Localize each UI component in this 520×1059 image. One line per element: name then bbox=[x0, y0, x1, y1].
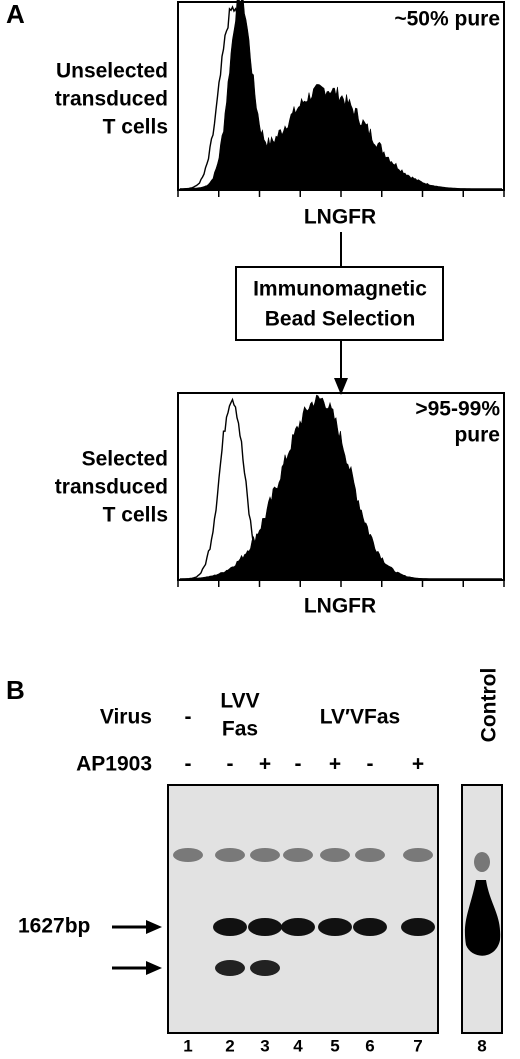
lane-number: 1 bbox=[183, 1036, 192, 1055]
lane-number: 6 bbox=[365, 1036, 374, 1055]
panel-label: B bbox=[6, 675, 25, 705]
histogram bbox=[179, 0, 502, 190]
band bbox=[283, 848, 313, 862]
virus: LV′VFas bbox=[320, 706, 401, 729]
band bbox=[403, 848, 433, 862]
treatment: - bbox=[295, 753, 302, 776]
histogram-fill bbox=[179, 0, 502, 190]
band bbox=[464, 880, 501, 956]
annotation: ~50% pure bbox=[394, 8, 500, 31]
y-label: Unselected bbox=[56, 60, 168, 83]
band bbox=[173, 848, 203, 862]
control-label: Control bbox=[478, 668, 501, 743]
lane-number: 5 bbox=[330, 1036, 339, 1055]
virus: Fas bbox=[222, 718, 258, 741]
row-label: Virus bbox=[100, 706, 152, 729]
band bbox=[474, 852, 490, 872]
x-label: LNGFR bbox=[304, 206, 376, 229]
treatment: + bbox=[412, 753, 424, 776]
y-label: T cells bbox=[103, 116, 168, 139]
y-label: transduced bbox=[55, 88, 168, 111]
y-label: Selected bbox=[82, 448, 168, 471]
band bbox=[353, 918, 387, 936]
gel bbox=[167, 784, 439, 1034]
band bbox=[250, 848, 280, 862]
x-label: LNGFR bbox=[304, 595, 376, 618]
virus: LVV bbox=[220, 690, 259, 713]
arrow-head bbox=[146, 961, 162, 975]
lane-number: 7 bbox=[413, 1036, 422, 1055]
band bbox=[215, 960, 245, 976]
virus: - bbox=[185, 706, 192, 729]
band bbox=[213, 918, 247, 936]
histogram-outline bbox=[180, 397, 502, 580]
band bbox=[248, 918, 282, 936]
treatment: - bbox=[227, 753, 234, 776]
treatment: + bbox=[259, 753, 271, 776]
band bbox=[318, 918, 352, 936]
marker: 1627bp bbox=[18, 915, 90, 938]
band bbox=[320, 848, 350, 862]
lane-number: 2 bbox=[225, 1036, 234, 1055]
selection-box bbox=[235, 266, 444, 341]
histogram bbox=[179, 394, 502, 580]
band bbox=[355, 848, 385, 862]
arrow-head bbox=[334, 378, 348, 395]
box-text: Immunomagnetic bbox=[253, 278, 427, 301]
y-label: transduced bbox=[55, 476, 168, 499]
band bbox=[215, 848, 245, 862]
annotation: >95-99% bbox=[415, 398, 500, 421]
y-label: T cells bbox=[103, 504, 168, 527]
treatment: + bbox=[329, 753, 341, 776]
lane-number: 4 bbox=[293, 1036, 303, 1055]
histogram-outline bbox=[179, 5, 502, 190]
band bbox=[250, 960, 280, 976]
band bbox=[281, 918, 315, 936]
annotation: pure bbox=[454, 424, 500, 447]
lane-number: 8 bbox=[477, 1036, 486, 1055]
band bbox=[401, 918, 435, 936]
lane-number: 3 bbox=[260, 1036, 269, 1055]
row-label: AP1903 bbox=[76, 753, 152, 776]
box-text: Bead Selection bbox=[265, 308, 416, 331]
arrow-head bbox=[146, 920, 162, 934]
panel-label: A bbox=[6, 0, 25, 29]
treatment: - bbox=[367, 753, 374, 776]
treatment: - bbox=[185, 753, 192, 776]
